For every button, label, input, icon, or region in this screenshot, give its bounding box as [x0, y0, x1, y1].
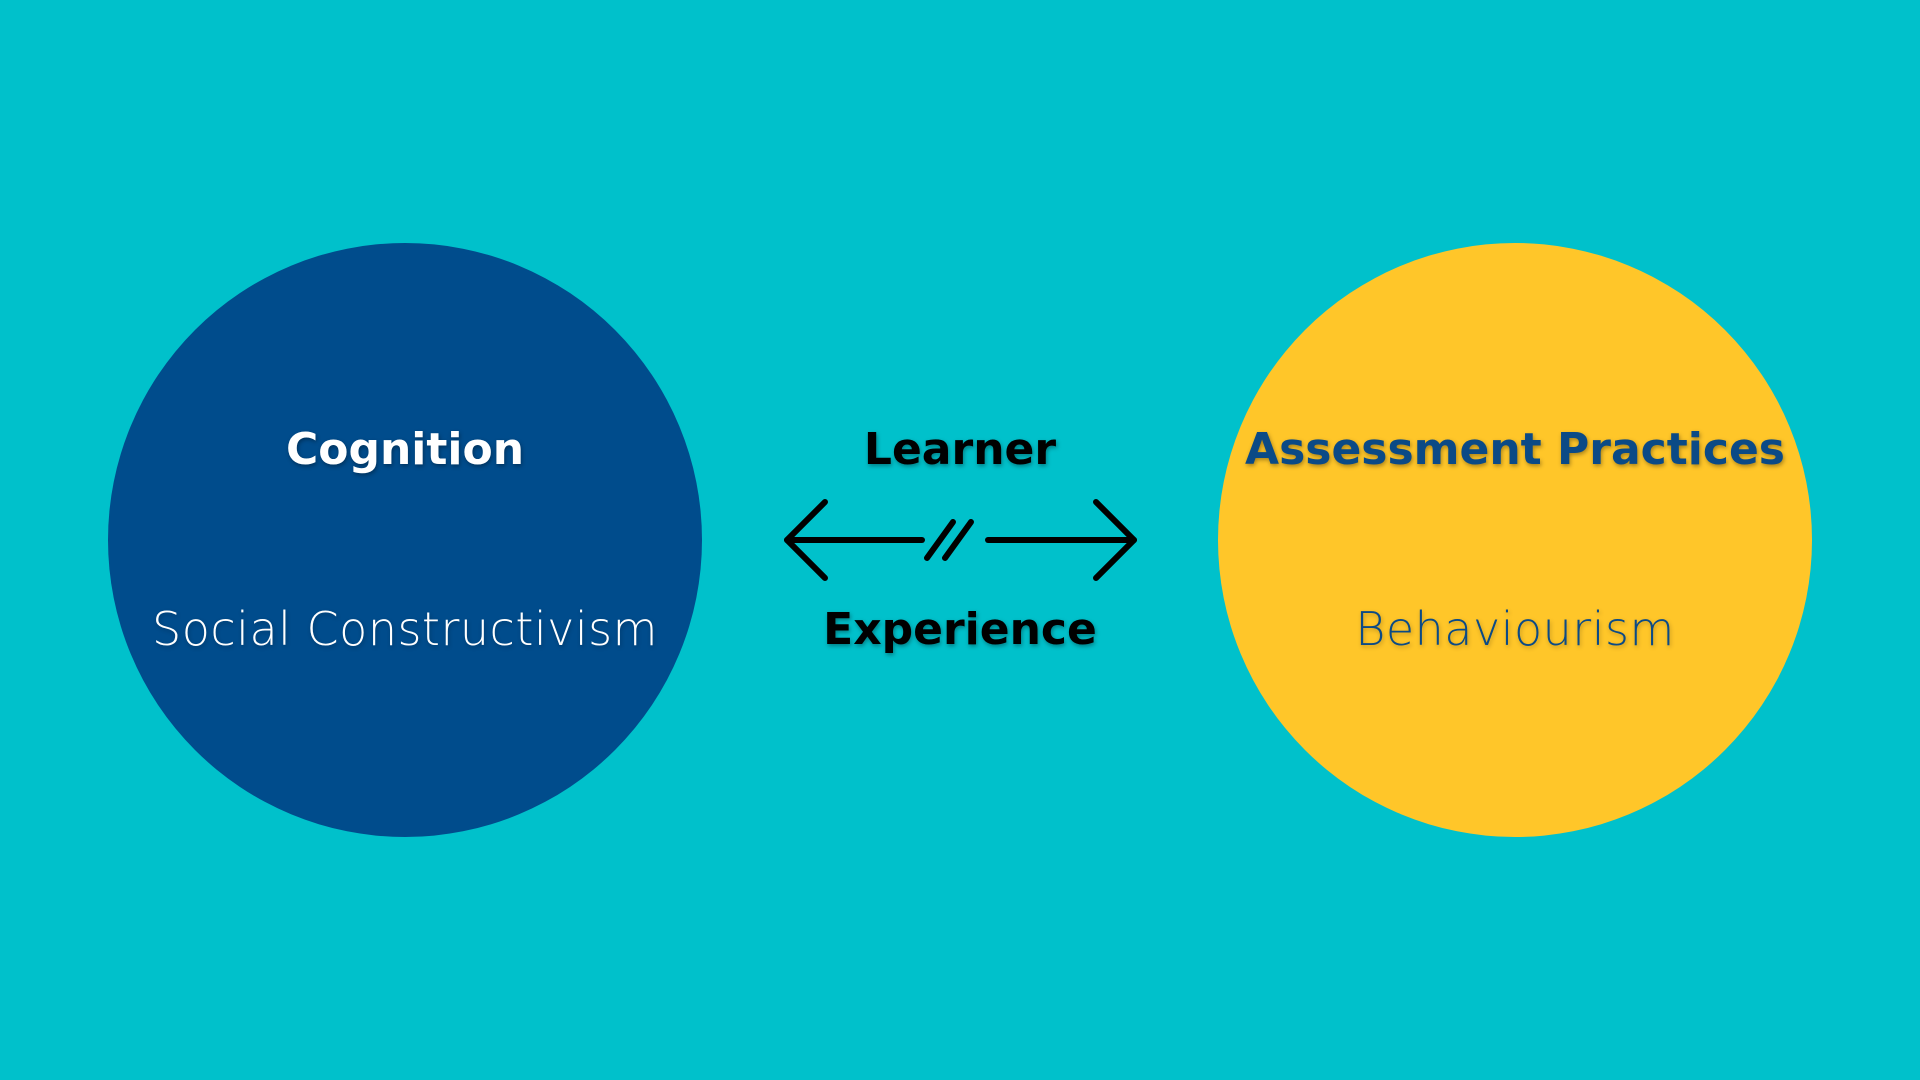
assessment-practices-title: Assessment Practices [1245, 424, 1785, 475]
double-headed-arrow-with-break-icon [784, 499, 1137, 581]
cognition-subtitle: Social Constructivism [152, 602, 658, 656]
assessment-practices-circle [1218, 243, 1812, 837]
cognition-circle [108, 243, 702, 837]
break-mark-1 [924, 519, 956, 561]
experience-label: Experience [823, 604, 1097, 655]
break-mark-2 [942, 519, 974, 561]
right-arrowhead [1093, 499, 1137, 581]
assessment-practices-subtitle: Behaviourism [1355, 602, 1675, 656]
learner-label: Learner [863, 424, 1057, 475]
cognition-title: Cognition [285, 424, 525, 475]
